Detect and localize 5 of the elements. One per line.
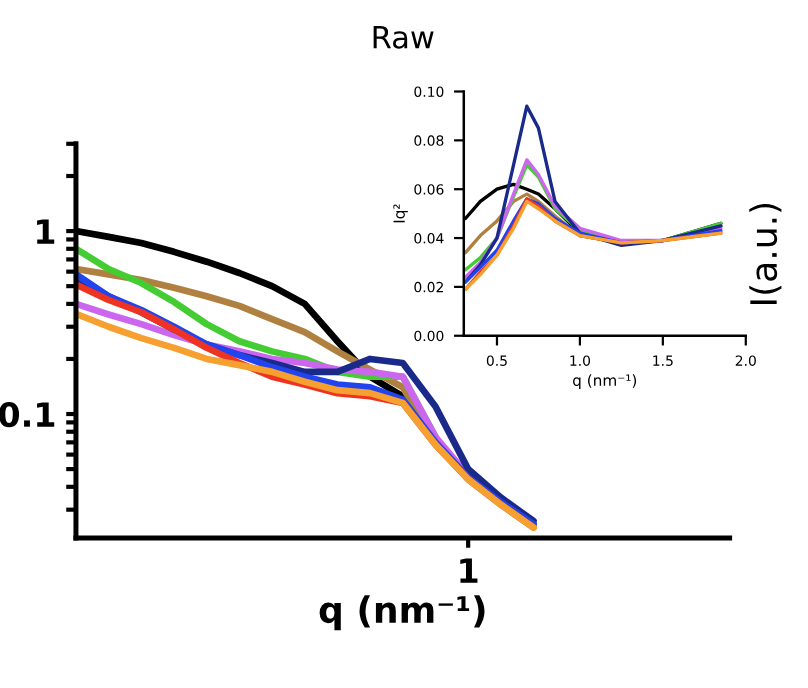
y-axis-title: I(a.u.) [749,203,782,305]
y-tick-label: 0.1 [0,401,55,428]
line-series [463,104,723,284]
chart-title: Raw [373,26,434,49]
x-axis-title: q (nm⁻¹) [319,595,485,631]
